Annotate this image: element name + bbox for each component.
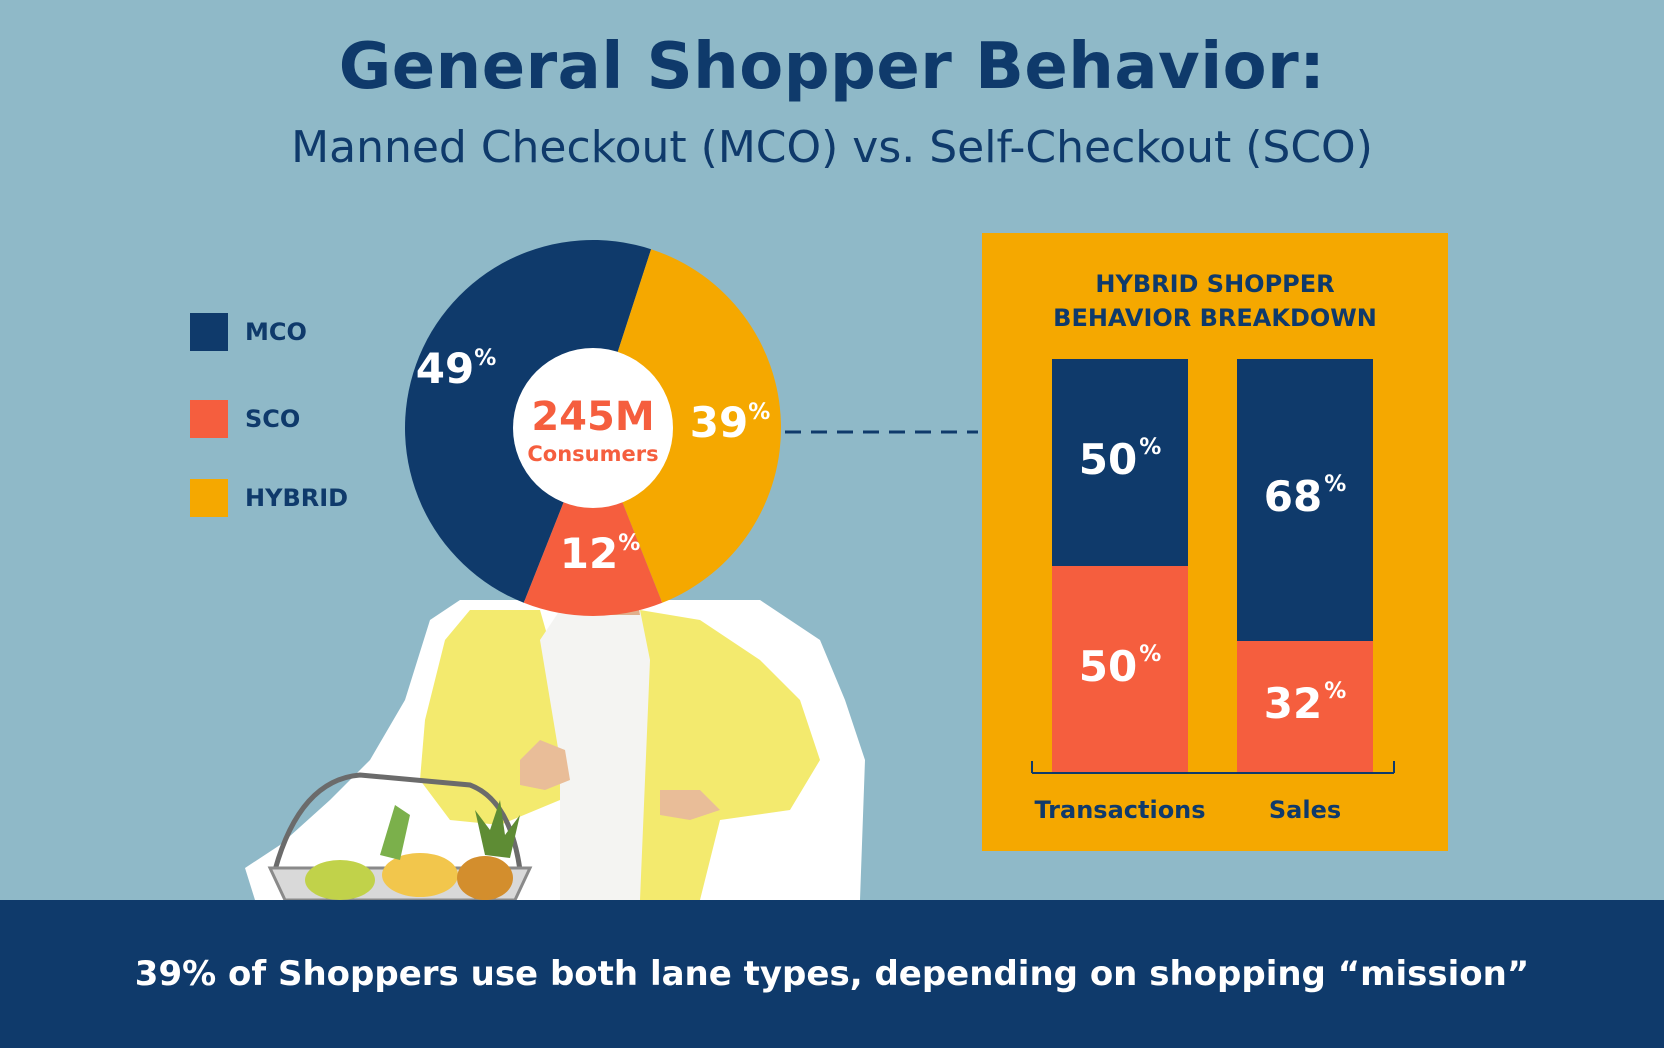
legend-item-mco: MCO [190,313,307,351]
center-label: Consumers [527,442,658,466]
legend-item-hybrid: HYBRID [190,479,348,517]
pie-slice-sco [523,428,663,616]
breakdown-title-line2: BEHAVIOR BREAKDOWN [1053,304,1377,332]
legend-label-mco: MCO [245,318,307,346]
pie-slice-hybrid [593,249,781,603]
bar-value-label: 32% [1263,678,1347,728]
footer-text: 39% of Shoppers use both lane types, dep… [134,954,1530,994]
hybrid-breakdown-panel: HYBRID SHOPPER BEHAVIOR BREAKDOWN 50% 50%… [982,233,1448,851]
legend-item-sco: SCO [190,400,300,438]
bar-axis [1031,761,1395,774]
bar-category-sales: Sales [1268,796,1342,824]
pie-center-circle [513,348,673,508]
bar-value-label: 50% [1078,641,1162,691]
breakdown-title-line1: HYBRID SHOPPER [1095,270,1335,298]
bar-sales: 68% 32% [1237,359,1373,773]
legend-swatch-mco [190,313,228,351]
bar-value-label: 50% [1078,434,1162,484]
breakdown-title: HYBRID SHOPPER BEHAVIOR BREAKDOWN [982,267,1448,335]
bar-category-transactions: Transactions [1034,796,1206,824]
page-subtitle: Manned Checkout (MCO) vs. Self-Checkout … [291,122,1373,173]
legend-label-sco: SCO [245,405,301,433]
bar-segment-transactions-sco: 50% [1052,566,1188,773]
center-value: 245M [531,394,654,440]
bar-value-label: 68% [1263,471,1347,521]
bar-transactions: 50% 50% [1052,359,1188,773]
legend-swatch-sco [190,400,228,438]
legend-swatch-hybrid [190,479,228,517]
footer-banner: 39% of Shoppers use both lane types, dep… [0,900,1664,1048]
legend-label-hybrid: HYBRID [245,484,349,512]
bar-segment-sales-mco: 68% [1237,359,1373,641]
bar-segment-sales-sco: 32% [1237,640,1373,773]
page-title: General Shopper Behavior: [338,30,1326,104]
bar-segment-transactions-mco: 50% [1052,359,1188,566]
